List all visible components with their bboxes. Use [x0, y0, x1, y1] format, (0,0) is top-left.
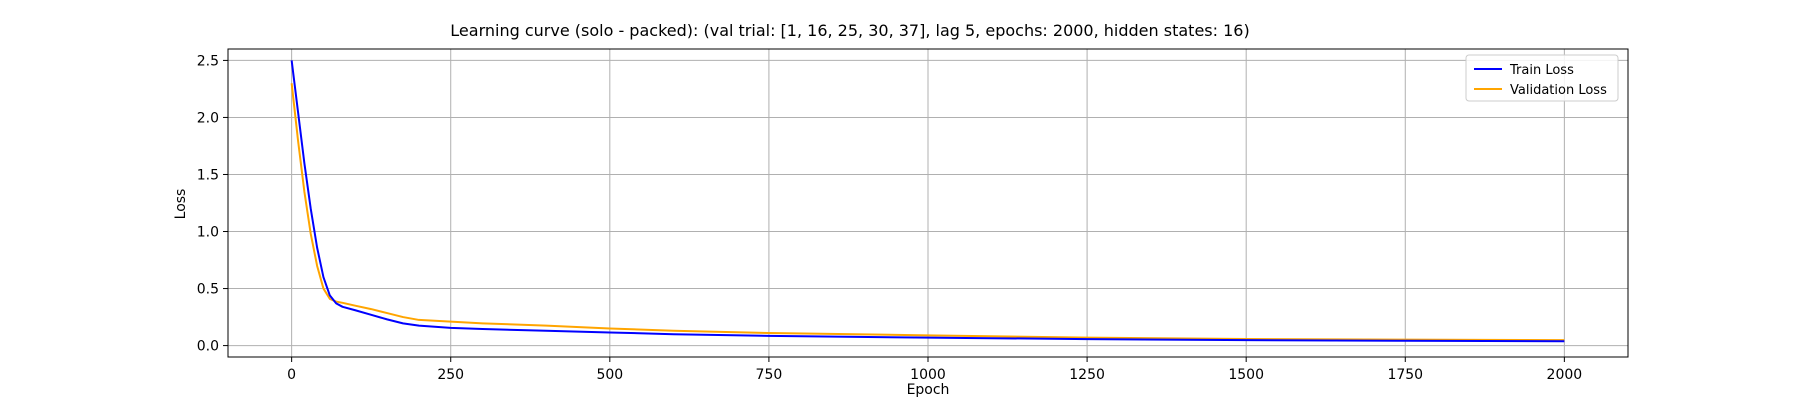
y-tick-label: 2.0	[197, 110, 219, 126]
y-tick-label: 0.5	[197, 282, 219, 298]
train-loss-line	[290, 60, 1565, 343]
x-tick-label: 2000	[1547, 367, 1583, 383]
y-axis-label: Loss	[173, 189, 189, 220]
legend-box	[1465, 54, 1619, 102]
x-tick-label: 250	[437, 367, 464, 383]
axis-ticks: 0 250 500 750 1000 1250 1500 1750 2000 0.0 0.5 1.0 1…	[197, 53, 1582, 383]
x-tick-label: 0	[287, 367, 296, 383]
x-axis-label: Epoch	[907, 382, 950, 398]
y-tick-label: 1.0	[197, 225, 219, 241]
plot-series	[290, 60, 1565, 343]
y-tick-label: 0.0	[197, 339, 219, 355]
legend-label-train-loss: Train Loss	[1509, 63, 1574, 78]
chart-title: Learning curve (solo - packed): (val tri…	[450, 21, 1249, 40]
x-tick-label: 1000	[910, 367, 946, 383]
x-tick-label: 1750	[1387, 367, 1423, 383]
x-tick-label: 500	[596, 367, 623, 383]
x-tick-label: 1250	[1069, 367, 1105, 383]
x-tick-label: 1500	[1228, 367, 1264, 383]
x-tick-label: 750	[756, 367, 783, 383]
legend: Train Loss Validation Loss	[1465, 54, 1619, 102]
legend-label-validation-loss: Validation Loss	[1510, 83, 1607, 98]
y-tick-label: 2.5	[197, 53, 219, 69]
y-tick-label: 1.5	[197, 167, 219, 183]
validation-loss-line	[290, 83, 1565, 342]
